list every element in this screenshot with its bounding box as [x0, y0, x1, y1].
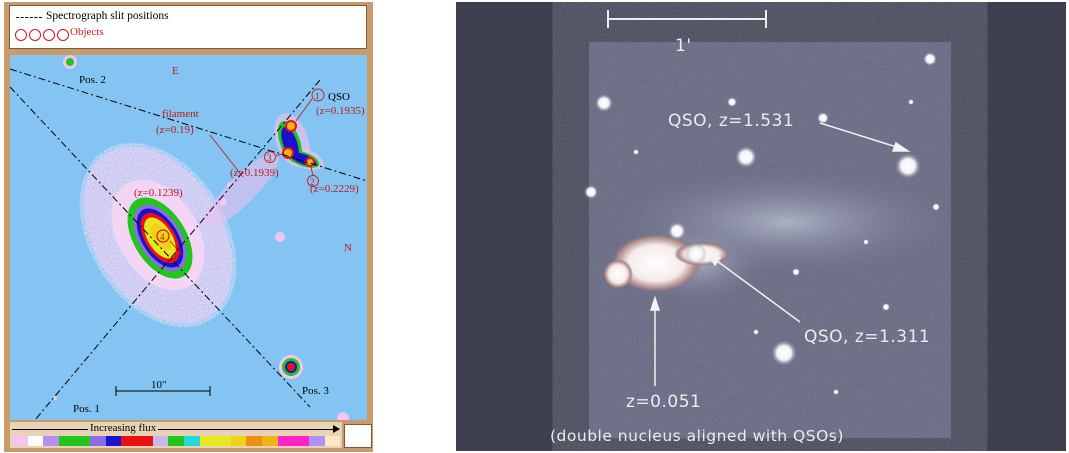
slit-legend-line [16, 17, 42, 18]
object-3-redshift-label: (z=0.1939) [230, 167, 279, 179]
colorbar-swatch [246, 436, 262, 446]
colorbar-swatch [58, 436, 75, 446]
false-color-sky-image: E N Pos. 2 Pos. 1 Pos. 3 QSO (z=0.1935) … [10, 55, 367, 420]
colorbar-swatch [277, 436, 294, 446]
left-figure-panel: Spectrograph slit positions Objects [4, 2, 373, 452]
flux-colorbar-area: Increasing flux [10, 422, 342, 448]
colorbar-swatch [12, 436, 28, 446]
qso-upper-label: QSO, z=1.531 [668, 111, 795, 131]
galaxy-redshift-label: (z=0.1239) [134, 187, 183, 199]
object-3-marker-label: 3 [267, 153, 272, 163]
scale-bar [607, 10, 767, 28]
colorbar-swatch [74, 436, 91, 446]
filament-redshift-label: (z=0.19) [156, 124, 194, 136]
flux-arrowhead-icon [333, 425, 340, 433]
object-4-marker-label: 4 [160, 232, 165, 242]
slit-position-3 [10, 86, 311, 408]
colorbar-swatch [293, 436, 309, 446]
colorbar-swatch [121, 436, 137, 446]
colorbar-swatch [90, 436, 106, 446]
colorbar-swatch [137, 436, 153, 446]
object-marker-legend-circle [29, 29, 41, 42]
right-figure-photo: 1' QSO, z=1.531 QSO, z=1.311 z=0.051 (do… [456, 2, 1066, 451]
object-2-marker-label: 2 [310, 177, 315, 187]
objects-legend-label: Objects [70, 26, 104, 38]
sky-image-canvas: E N Pos. 2 Pos. 1 Pos. 3 QSO (z=0.1935) … [10, 55, 367, 420]
colorbar-swatch [230, 436, 247, 446]
legend-box: Spectrograph slit positions Objects [9, 5, 367, 49]
flux-colorbar [12, 436, 341, 446]
object-marker-legend-circle [57, 29, 69, 42]
colorbar-swatch [105, 436, 122, 446]
flux-label: Increasing flux [90, 422, 157, 434]
pos-1-label: Pos. 1 [73, 403, 100, 415]
field-stars [53, 55, 349, 420]
annotation-lines [209, 88, 325, 187]
flux-arrow-line [158, 429, 336, 430]
slit-legend-label: Spectrograph slit positions [46, 10, 169, 22]
colorbar-swatch [199, 436, 216, 446]
flux-arrow-line [12, 429, 88, 430]
filament-label: filament [162, 108, 199, 120]
qso-redshift-label: (z=0.1935) [316, 105, 365, 117]
annotation-arrows [649, 122, 911, 386]
slit-position-2 [10, 68, 367, 182]
galaxy-isophotes [127, 197, 193, 279]
object-4-marker [156, 229, 170, 243]
pos-3-label: Pos. 3 [302, 385, 329, 397]
scale-bar-label: 10" [151, 379, 167, 391]
qso-label: QSO [328, 91, 350, 103]
colorbar-swatch [27, 436, 44, 446]
object-marker-legend-circle [43, 29, 55, 42]
object-marker-legend [15, 26, 71, 44]
pos-2-label: Pos. 2 [79, 74, 106, 86]
compass-north: N [344, 242, 352, 254]
galaxy-redshift-label: z=0.051 [626, 392, 702, 412]
compass-east: E [172, 65, 179, 77]
slit-position-1 [34, 79, 321, 420]
qso-lower-label: QSO, z=1.311 [804, 327, 931, 347]
colorbar-swatch [324, 436, 341, 446]
colorbar-swatch [168, 436, 184, 446]
colorbar-blank-box [344, 424, 372, 448]
colorbar-swatch [183, 436, 200, 446]
colorbar-swatch [152, 436, 169, 446]
scale-bar-label: 1' [675, 36, 692, 56]
scale-bar [115, 386, 211, 396]
spectrograph-slits [10, 68, 367, 420]
object-2-redshift-label: (z=0.2229) [310, 183, 359, 195]
object-1-marker-label: 1 [315, 91, 320, 101]
caption: (double nucleus aligned with QSOs) [550, 427, 844, 445]
photo-canvas [584, 10, 956, 438]
colorbar-swatch [308, 436, 325, 446]
colorbar-swatch [43, 436, 59, 446]
field-stars [584, 52, 940, 395]
colorbar-swatch [215, 436, 231, 446]
object-marker-legend-circle [15, 29, 27, 42]
colorbar-swatch [262, 436, 278, 446]
